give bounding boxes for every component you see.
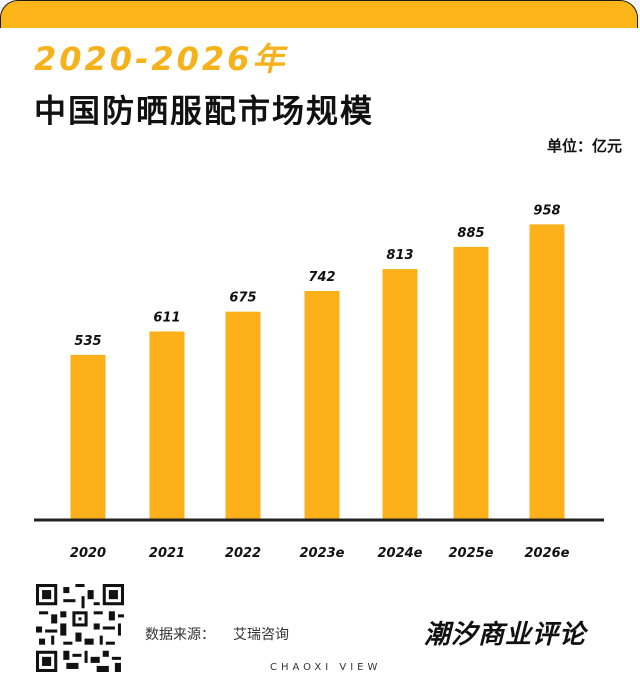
bar-2020 xyxy=(70,354,106,520)
source-label: 数据来源： xyxy=(145,627,215,643)
brand-logo: 潮汐商业评论 xyxy=(424,620,587,650)
x-tick-2021: 2021 xyxy=(149,546,185,561)
chart-title: 中国防晒服配市场规模 xyxy=(34,92,375,130)
data-label-2024e: 813 xyxy=(386,248,413,263)
bar-chart: 535 2020 611 2021 675 2022 742 2023e 813 2024e 885… xyxy=(34,203,604,561)
data-label-2026e: 958 xyxy=(533,203,560,218)
bar-2021 xyxy=(149,331,185,520)
data-label-2020: 535 xyxy=(74,334,101,349)
source-value: 艾瑞咨询 xyxy=(233,627,289,643)
brand-english: CHAOXI VIEW xyxy=(270,662,382,673)
bar-2026e xyxy=(529,224,565,520)
x-tick-2026e: 2026e xyxy=(525,546,570,561)
data-label-2021: 611 xyxy=(153,310,180,325)
x-tick-2020: 2020 xyxy=(70,546,106,561)
bar-2025e xyxy=(453,246,489,520)
data-label-2022: 675 xyxy=(229,291,256,306)
chart-subtitle-years: 2020-2026年 xyxy=(34,40,288,78)
data-label-2025e: 885 xyxy=(457,226,484,241)
x-tick-2024e: 2024e xyxy=(378,546,423,561)
title-band xyxy=(0,28,640,140)
bar-2024e xyxy=(382,269,418,520)
x-tick-2025e: 2025e xyxy=(449,546,494,561)
bar-2023e xyxy=(304,291,340,520)
bar-2022 xyxy=(225,311,261,520)
x-tick-2023e: 2023e xyxy=(300,546,345,561)
source-note: 数据来源： 艾瑞咨询 xyxy=(145,624,307,644)
x-tick-2022: 2022 xyxy=(225,546,261,561)
qr-code[interactable] xyxy=(36,584,124,672)
data-label-2023e: 742 xyxy=(308,270,335,285)
unit-label: 单位：亿元 xyxy=(546,137,622,155)
